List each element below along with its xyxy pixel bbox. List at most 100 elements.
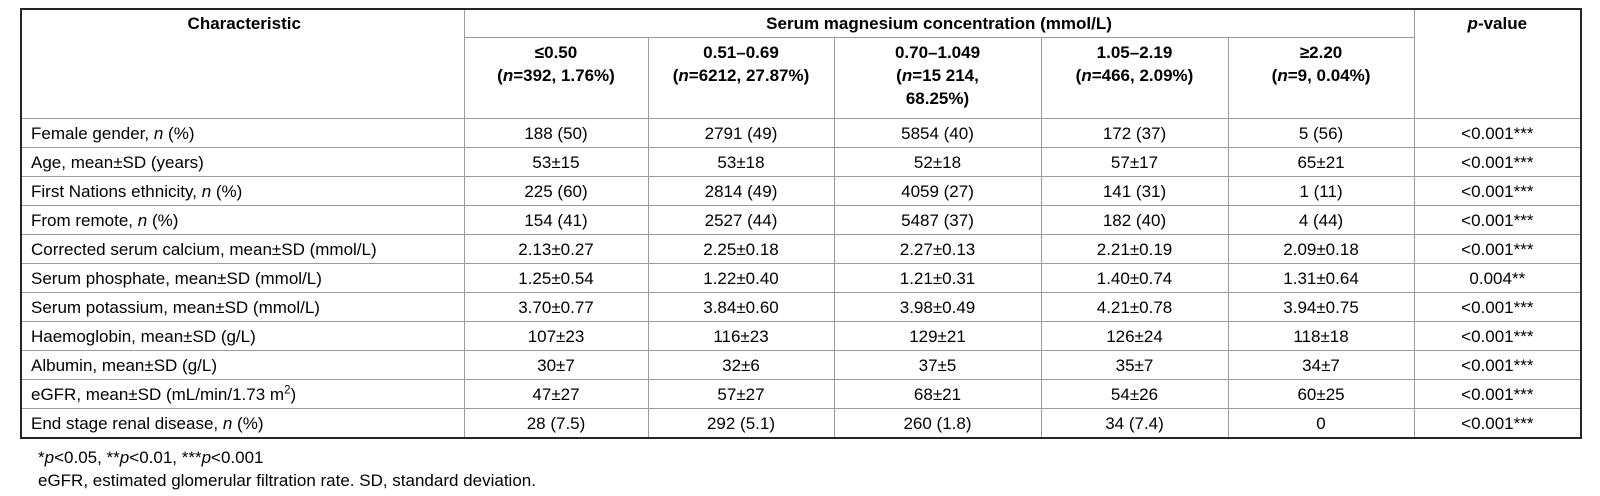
cell-p-value: <0.001*** — [1413, 147, 1582, 177]
cell-value: 2.25±0.18 — [647, 234, 835, 264]
cell-p-value: <0.001*** — [1413, 408, 1582, 439]
cell-value: 1.25±0.54 — [463, 263, 649, 293]
cell-value: 2814 (49) — [647, 176, 835, 206]
cell-value: 34 (7.4) — [1040, 408, 1229, 439]
cell-value: 3.70±0.77 — [463, 292, 649, 322]
row-label: Corrected serum calcium, mean±SD (mmol/L… — [20, 234, 465, 264]
column-header-mg-range-4: 1.05–2.19 (n=466, 2.09%) — [1040, 37, 1229, 119]
cell-value: 4059 (27) — [833, 176, 1042, 206]
cell-value: 116±23 — [647, 321, 835, 351]
footnote-abbreviations: eGFR, estimated glomerular filtration ra… — [38, 471, 536, 490]
cell-value: 4.21±0.78 — [1040, 292, 1229, 322]
column-header-p-value: p-value — [1413, 8, 1582, 119]
cell-value: 53±18 — [647, 147, 835, 177]
cell-value: 0 — [1227, 408, 1415, 439]
cell-value: 47±27 — [463, 379, 649, 409]
cell-value: 3.98±0.49 — [833, 292, 1042, 322]
cell-value: 1.31±0.64 — [1227, 263, 1415, 293]
table-row: Serum potassium, mean±SD (mmol/L) 3.70±0.… — [20, 292, 1582, 322]
cell-p-value: <0.001*** — [1413, 118, 1582, 148]
cell-p-value: <0.001*** — [1413, 379, 1582, 409]
cell-p-value: <0.001*** — [1413, 176, 1582, 206]
row-label: Serum potassium, mean±SD (mmol/L) — [20, 292, 465, 322]
table-row: Haemoglobin, mean±SD (g/L) 107±23 116±23 12… — [20, 321, 1582, 351]
magnesium-characteristics-table: Characteristic Serum magnesium concentra… — [20, 8, 1583, 439]
table-row: From remote, n (%) 154 (41) 2527 (44) 5487 … — [20, 205, 1582, 235]
cell-value: 2.27±0.13 — [833, 234, 1042, 264]
cell-value: 1 (11) — [1227, 176, 1415, 206]
column-header-characteristic: Characteristic — [20, 8, 465, 119]
cell-value: 65±21 — [1227, 147, 1415, 177]
cell-value: 141 (31) — [1040, 176, 1229, 206]
cell-p-value: <0.001*** — [1413, 205, 1582, 235]
header-row-ranges: ≤0.50 (n=392, 1.76%) 0.51–0.69 (n=6212, 27.… — [21, 37, 1581, 119]
cell-value: 2527 (44) — [647, 205, 835, 235]
cell-value: 2791 (49) — [647, 118, 835, 148]
column-header-mg-range-2: 0.51–0.69 (n=6212, 27.87%) — [647, 37, 835, 119]
cell-value: 34±7 — [1227, 350, 1415, 380]
cell-value: 3.84±0.60 — [647, 292, 835, 322]
column-header-mg-range-5: ≥2.20 (n=9, 0.04%) — [1227, 37, 1415, 119]
column-header-mg-range-3: 0.70–1.049 (n=15 214, 68.25%) — [833, 37, 1042, 119]
row-label: Female gender, n (%) — [20, 118, 465, 148]
cell-value: 1.40±0.74 — [1040, 263, 1229, 293]
cell-value: 260 (1.8) — [833, 408, 1042, 439]
cell-value: 4 (44) — [1227, 205, 1415, 235]
table-row: Serum phosphate, mean±SD (mmol/L) 1.25±0.… — [20, 263, 1582, 293]
table-row: Female gender, n (%) 188 (50) 2791 (49) 585… — [20, 118, 1582, 148]
cell-value: 57±17 — [1040, 147, 1229, 177]
cell-value: 154 (41) — [463, 205, 649, 235]
cell-value: 32±6 — [647, 350, 835, 380]
cell-value: 52±18 — [833, 147, 1042, 177]
cell-value: 172 (37) — [1040, 118, 1229, 148]
footnote-significance: *p<0.05, **p<0.01, ***p<0.001 — [38, 448, 264, 467]
cell-p-value: <0.001*** — [1413, 350, 1582, 380]
table-footnotes: *p<0.05, **p<0.01, ***p<0.001 eGFR, esti… — [20, 446, 1580, 492]
row-label: From remote, n (%) — [20, 205, 465, 235]
cell-value: 68±21 — [833, 379, 1042, 409]
cell-value: 5854 (40) — [833, 118, 1042, 148]
cell-value: 1.21±0.31 — [833, 263, 1042, 293]
cell-value: 2.13±0.27 — [463, 234, 649, 264]
column-header-mg-range-1: ≤0.50 (n=392, 1.76%) — [463, 37, 649, 119]
cell-value: 5487 (37) — [833, 205, 1042, 235]
table-row: First Nations ethnicity, n (%) 225 (60) 28… — [20, 176, 1582, 206]
cell-p-value: <0.001*** — [1413, 292, 1582, 322]
cell-p-value: 0.004** — [1413, 263, 1582, 293]
cell-value: 35±7 — [1040, 350, 1229, 380]
cell-value: 126±24 — [1040, 321, 1229, 351]
cell-value: 107±23 — [463, 321, 649, 351]
cell-value: 5 (56) — [1227, 118, 1415, 148]
header-row-group: Characteristic Serum magnesium concentra… — [20, 8, 1582, 119]
cell-value: 225 (60) — [463, 176, 649, 206]
cell-p-value: <0.001*** — [1413, 234, 1582, 264]
cell-value: 3.94±0.75 — [1227, 292, 1415, 322]
table-row: eGFR, mean±SD (mL/min/1.73 m2) 47±27 57±27… — [20, 379, 1582, 409]
cell-value: 2.21±0.19 — [1040, 234, 1229, 264]
row-label: Haemoglobin, mean±SD (g/L) — [20, 321, 465, 351]
column-group-header-serum-magnesium: Serum magnesium concentration (mmol/L) — [463, 8, 1415, 38]
cell-value: 129±21 — [833, 321, 1042, 351]
cell-value: 2.09±0.18 — [1227, 234, 1415, 264]
row-label: End stage renal disease, n (%) — [20, 408, 465, 439]
table-row: Albumin, mean±SD (g/L) 30±7 32±6 37±5 35±7 34… — [20, 350, 1582, 380]
cell-p-value: <0.001*** — [1413, 321, 1582, 351]
cell-value: 57±27 — [647, 379, 835, 409]
cell-value: 118±18 — [1227, 321, 1415, 351]
cell-value: 182 (40) — [1040, 205, 1229, 235]
cell-value: 292 (5.1) — [647, 408, 835, 439]
cell-value: 53±15 — [463, 147, 649, 177]
cell-value: 1.22±0.40 — [647, 263, 835, 293]
table-row: End stage renal disease, n (%) 28 (7.5) 29… — [20, 408, 1582, 439]
table-header: Characteristic Serum magnesium concentra… — [20, 8, 1582, 119]
cell-value: 54±26 — [1040, 379, 1229, 409]
row-label: First Nations ethnicity, n (%) — [20, 176, 465, 206]
cell-value: 30±7 — [463, 350, 649, 380]
row-label: Albumin, mean±SD (g/L) — [20, 350, 465, 380]
cell-value: 37±5 — [833, 350, 1042, 380]
table-row: Age, mean±SD (years) 53±15 53±18 52±18 57±17… — [20, 147, 1582, 177]
cell-value: 188 (50) — [463, 118, 649, 148]
table-row: Corrected serum calcium, mean±SD (mmol/L… — [20, 234, 1582, 264]
row-label: eGFR, mean±SD (mL/min/1.73 m2) — [20, 379, 465, 409]
